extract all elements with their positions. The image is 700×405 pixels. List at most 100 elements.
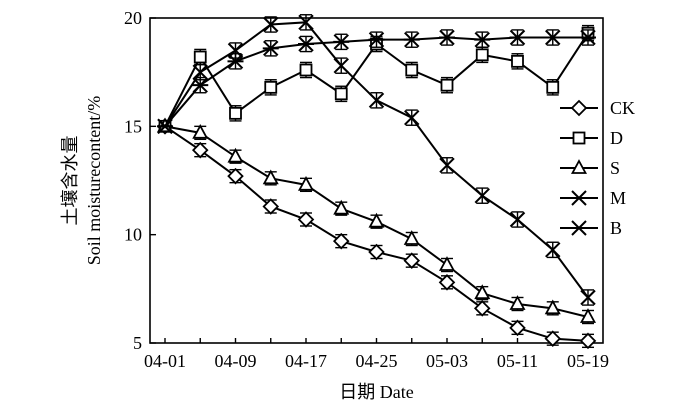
- legend-label: B: [610, 218, 622, 238]
- data-point-ck: [403, 252, 421, 269]
- plot-frame: [149, 17, 604, 344]
- marker-stroke: [192, 64, 208, 80]
- data-point-b: [298, 36, 314, 52]
- data-point-b: [403, 31, 420, 48]
- series-s: [156, 117, 597, 325]
- data-point-ck: [368, 243, 385, 261]
- legend-marker: [570, 99, 588, 117]
- data-point-b: [474, 31, 491, 48]
- data-point-s: [474, 284, 491, 300]
- data-point-m: [298, 14, 314, 31]
- marker-stroke: [333, 57, 349, 74]
- data-point-m: [580, 289, 596, 306]
- marker-stroke: [439, 157, 455, 174]
- y-axis-title-en: Soil moisturecontent/%: [84, 96, 104, 265]
- x-tick-label: 04-09: [215, 351, 257, 371]
- data-point-m: [545, 242, 561, 258]
- data-point-b: [157, 118, 173, 135]
- x-tick-label: 04-17: [285, 351, 327, 371]
- data-point-m: [333, 57, 349, 74]
- data-point-b: [439, 29, 455, 46]
- marker-stroke: [545, 242, 561, 258]
- data-point-s: [368, 212, 385, 228]
- x-tick-label: 05-11: [497, 351, 538, 371]
- series-layer: [156, 14, 597, 350]
- data-point-b: [333, 34, 350, 50]
- data-point-s: [297, 175, 315, 191]
- marker-stroke: [298, 14, 314, 31]
- data-point-b: [192, 77, 209, 93]
- legend-item-ck: CK: [560, 98, 635, 118]
- marker-stroke: [227, 42, 244, 59]
- y-tick-label: 10: [124, 225, 142, 245]
- data-point-ck: [509, 319, 526, 337]
- data-point-s: [403, 230, 420, 245]
- y-tick-label: 20: [124, 8, 142, 28]
- data-point-d: [334, 87, 348, 101]
- data-point-m: [404, 109, 420, 126]
- data-point-b: [262, 40, 279, 57]
- data-point-b: [227, 53, 244, 70]
- data-point-d: [193, 50, 207, 64]
- data-point-s: [579, 308, 597, 323]
- legend-item-s: S: [560, 158, 620, 178]
- data-point-s: [192, 123, 209, 139]
- x-tick-label: 05-03: [426, 351, 468, 371]
- y-axis-title-cn: 土壤含水量: [60, 136, 80, 226]
- data-point-s: [333, 199, 350, 215]
- series-ck: [156, 118, 597, 350]
- data-point-m: [263, 16, 279, 33]
- data-point-ck: [262, 198, 280, 215]
- legend-label: M: [610, 188, 626, 208]
- data-point-d: [511, 54, 524, 68]
- marker-stroke: [263, 16, 279, 33]
- data-point-ck: [473, 300, 491, 317]
- data-point-ck: [227, 167, 244, 185]
- legend-marker: [572, 131, 586, 145]
- marker-stroke: [509, 211, 526, 228]
- marker-stroke: [404, 109, 420, 126]
- legend-marker: [571, 190, 587, 206]
- legend-marker: [571, 220, 587, 236]
- x-tick-label: 04-01: [144, 351, 186, 371]
- legend-marker: [570, 159, 588, 174]
- data-point-s: [227, 147, 244, 163]
- x-tick-label: 05-19: [567, 351, 609, 371]
- data-point-m: [227, 42, 244, 59]
- data-point-ck: [438, 274, 456, 291]
- data-point-d: [440, 78, 454, 92]
- data-point-ck: [297, 211, 315, 228]
- marker-stroke: [580, 289, 596, 306]
- marker-stroke: [571, 190, 587, 206]
- y-tick-label: 15: [124, 116, 142, 136]
- marker-stroke: [368, 92, 385, 109]
- data-point-m: [509, 211, 526, 228]
- legend-label: CK: [610, 98, 635, 118]
- data-point-b: [580, 29, 596, 46]
- data-point-ck: [579, 332, 597, 350]
- data-point-s: [262, 169, 279, 185]
- data-point-b: [509, 29, 526, 46]
- legend-label: S: [610, 158, 620, 178]
- data-point-ck: [332, 232, 350, 250]
- x-tick-label: 04-25: [356, 351, 398, 371]
- legend-label: D: [610, 128, 623, 148]
- data-point-d: [546, 80, 560, 94]
- legend-item-m: M: [560, 188, 626, 208]
- data-point-m: [474, 187, 490, 204]
- data-point-ck: [191, 141, 209, 159]
- data-point-b: [368, 31, 385, 48]
- legend-item-d: D: [560, 128, 623, 148]
- data-point-s: [509, 295, 526, 310]
- y-tick-label: 5: [133, 333, 142, 353]
- data-point-m: [439, 157, 455, 174]
- data-point-d: [405, 63, 419, 77]
- data-point-s: [438, 256, 456, 271]
- data-point-d: [264, 80, 278, 94]
- data-point-d: [229, 106, 242, 120]
- data-point-b: [544, 29, 561, 46]
- data-point-d: [475, 48, 489, 62]
- data-point-d: [299, 63, 313, 77]
